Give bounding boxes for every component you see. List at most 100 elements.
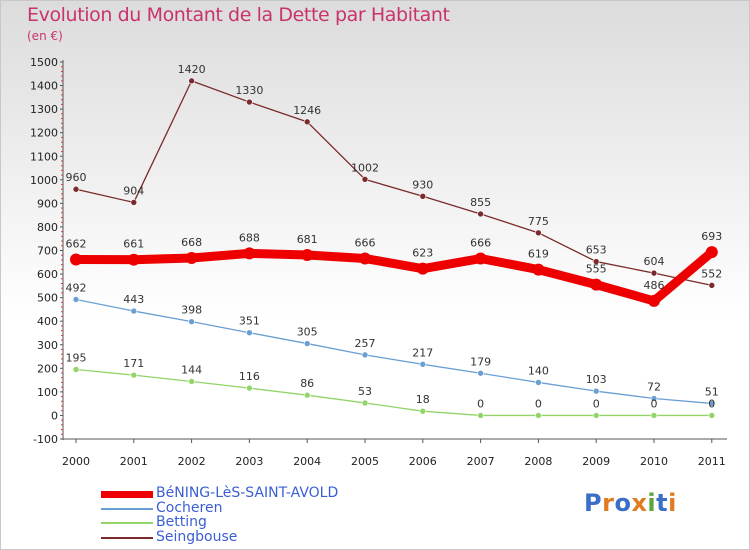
data-label: 604 (644, 255, 665, 268)
series-point (246, 329, 253, 337)
y-tick-label: 1200 (30, 127, 58, 140)
y-tick-label: 1400 (30, 80, 58, 93)
data-label: 51 (705, 385, 719, 398)
data-label: 1002 (351, 161, 379, 174)
data-label: 552 (701, 267, 722, 280)
data-label: 623 (412, 247, 433, 260)
series-point (477, 412, 484, 419)
data-label: 492 (66, 282, 87, 295)
data-label: 217 (412, 346, 433, 359)
series-point (188, 378, 195, 385)
legend-swatch (101, 522, 153, 524)
series-point (185, 252, 198, 265)
series-point (303, 391, 311, 399)
data-label: 103 (586, 373, 607, 386)
data-label: 662 (66, 237, 87, 250)
series-point (708, 412, 716, 419)
logo-letter: r (602, 489, 615, 517)
y-tick-label: 1100 (30, 150, 58, 163)
data-label: 443 (123, 293, 144, 306)
x-tick-label: 2011 (698, 455, 726, 468)
logo-letter: o (614, 489, 632, 517)
y-tick-label: 900 (37, 197, 58, 210)
series-point (416, 262, 429, 275)
x-tick-label: 2008 (524, 455, 552, 468)
series-point (130, 199, 138, 206)
data-label: 140 (528, 364, 549, 377)
series-point (301, 248, 314, 261)
legend-swatch (101, 491, 153, 498)
data-label: 72 (647, 380, 661, 393)
data-label: 144 (181, 364, 202, 377)
series-point (72, 185, 80, 193)
series-point (474, 252, 487, 265)
series-line-2 (75, 368, 713, 417)
y-tick-label: 200 (37, 362, 58, 375)
series-point (130, 307, 138, 315)
series-point (535, 229, 542, 237)
data-label: 195 (66, 351, 87, 364)
data-label: 960 (66, 171, 87, 184)
series-line-0 (71, 247, 717, 306)
y-tick-label: 100 (37, 386, 58, 399)
series-point (359, 252, 371, 265)
data-label: 693 (701, 230, 722, 243)
series-point (246, 98, 253, 106)
y-tick-label: 0 (51, 409, 58, 422)
series-point (246, 384, 253, 392)
data-label: 486 (644, 279, 665, 292)
logo-letter: i (668, 489, 677, 517)
logo-letter: t (656, 489, 669, 517)
series-point (650, 412, 658, 419)
series-point (70, 253, 82, 266)
series-point (590, 278, 603, 291)
series-point (303, 340, 311, 347)
data-label: 351 (239, 315, 260, 328)
series-point (532, 263, 545, 276)
line-chart: -100010020030040050060070080090010001100… (30, 56, 727, 468)
data-label: 688 (239, 231, 260, 244)
series-point (188, 77, 195, 85)
series-point (127, 253, 140, 266)
data-label: 171 (123, 357, 144, 370)
series-point (535, 412, 542, 419)
logo-letter: i (647, 489, 657, 517)
legend-swatch (101, 536, 153, 539)
data-label: 116 (239, 370, 260, 383)
y-tick-label: 1500 (30, 56, 58, 69)
logo-letter: P (584, 489, 603, 517)
y-tick-label: 300 (37, 339, 58, 352)
data-label: 305 (297, 326, 318, 339)
data-label: 666 (470, 237, 491, 250)
legend-label: Betting (156, 514, 207, 530)
series-point (419, 193, 427, 200)
data-label: 855 (470, 196, 491, 209)
y-tick-label: 1300 (30, 103, 58, 116)
series-point (535, 379, 542, 386)
legend-label: Seingbouse (156, 528, 238, 545)
x-tick-label: 2001 (120, 455, 148, 468)
series-point (361, 176, 369, 183)
data-label: 0 (535, 397, 542, 410)
series-point (477, 369, 484, 377)
data-label: 1330 (235, 84, 263, 97)
series-point (708, 282, 716, 289)
data-label: 1420 (178, 63, 206, 76)
data-label: 0 (708, 397, 715, 410)
data-label: 179 (470, 355, 491, 368)
y-tick-label: 600 (37, 268, 58, 281)
data-label: 0 (593, 397, 600, 410)
data-label: 668 (181, 236, 202, 249)
logo-letter: x (631, 489, 648, 517)
x-tick-label: 2006 (409, 455, 437, 468)
data-label: 661 (123, 238, 144, 251)
series-point (650, 395, 658, 402)
series-point (592, 258, 600, 265)
data-label: 775 (528, 215, 549, 228)
x-tick-label: 2005 (351, 455, 379, 468)
series-line-3 (75, 80, 713, 287)
series-point (708, 400, 716, 407)
series-point (705, 246, 718, 259)
series-point (188, 318, 195, 325)
y-tick-label: 800 (37, 221, 58, 234)
